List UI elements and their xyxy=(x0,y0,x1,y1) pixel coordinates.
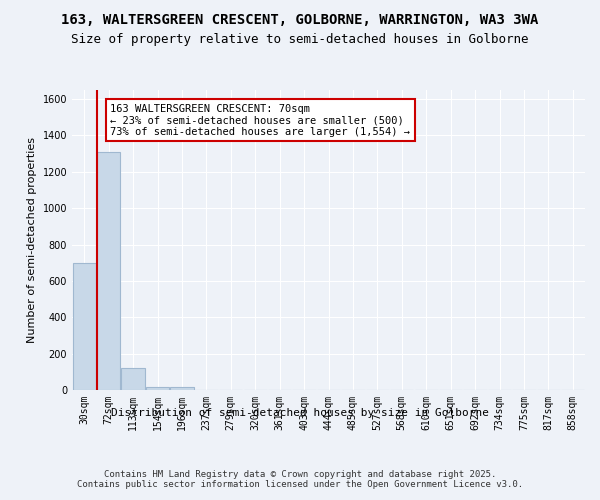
Text: Distribution of semi-detached houses by size in Golborne: Distribution of semi-detached houses by … xyxy=(111,408,489,418)
Bar xyxy=(97,152,120,390)
Text: Contains HM Land Registry data © Crown copyright and database right 2025.
Contai: Contains HM Land Registry data © Crown c… xyxy=(77,470,523,490)
Y-axis label: Number of semi-detached properties: Number of semi-detached properties xyxy=(27,137,37,343)
Bar xyxy=(73,262,96,390)
Bar xyxy=(146,388,169,390)
Text: 163, WALTERSGREEN CRESCENT, GOLBORNE, WARRINGTON, WA3 3WA: 163, WALTERSGREEN CRESCENT, GOLBORNE, WA… xyxy=(61,12,539,26)
Bar xyxy=(170,388,194,390)
Text: Size of property relative to semi-detached houses in Golborne: Size of property relative to semi-detach… xyxy=(71,32,529,46)
Bar xyxy=(121,368,145,390)
Text: 163 WALTERSGREEN CRESCENT: 70sqm
← 23% of semi-detached houses are smaller (500): 163 WALTERSGREEN CRESCENT: 70sqm ← 23% o… xyxy=(110,104,410,136)
